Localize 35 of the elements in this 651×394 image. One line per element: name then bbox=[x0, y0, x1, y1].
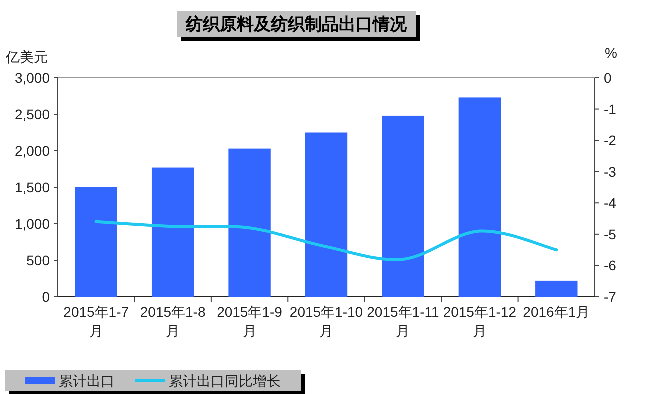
y-tick-label: 2,000 bbox=[14, 143, 50, 159]
y2-tick-label: -6 bbox=[604, 258, 617, 274]
x-tick-label: 2015年1-12月 bbox=[443, 304, 517, 339]
y2-tick-label: -4 bbox=[604, 195, 617, 212]
y2-tick-label: 0 bbox=[604, 70, 612, 86]
y2-tick-label: -1 bbox=[604, 101, 617, 118]
bar bbox=[458, 98, 502, 297]
y-tick-label: 500 bbox=[26, 252, 50, 268]
line-series bbox=[94, 220, 558, 262]
chart-title: 纺织原料及纺织制品出口情况 bbox=[185, 15, 408, 34]
y-tick-label: 2,500 bbox=[14, 106, 50, 122]
bar bbox=[75, 188, 118, 297]
y-tick-label: 0 bbox=[42, 289, 50, 305]
legend-label: 累计出口 bbox=[59, 373, 115, 389]
x-tick-label: 2015年1-7月 bbox=[64, 304, 130, 339]
x-tick-label: 2015年1-11月 bbox=[367, 304, 440, 339]
bar bbox=[382, 116, 424, 297]
y-axis-title: 亿美元 bbox=[5, 49, 48, 65]
y-tick-label: 1,000 bbox=[14, 216, 50, 232]
bar bbox=[152, 168, 194, 297]
y2-tick-label: -3 bbox=[604, 164, 617, 180]
y2-tick-label: -7 bbox=[604, 289, 617, 305]
x-tick-label: 2015年1-8月 bbox=[140, 304, 206, 339]
y-tick-label: 3,000 bbox=[14, 70, 50, 86]
bar bbox=[228, 148, 271, 297]
bar bbox=[536, 280, 578, 297]
bar bbox=[305, 132, 348, 297]
y-tick-label: 1,500 bbox=[14, 180, 50, 196]
y2-tick-label: -5 bbox=[604, 226, 617, 242]
y2-tick-label: -2 bbox=[604, 132, 617, 149]
x-tick-label: 2016年1月 bbox=[523, 304, 590, 320]
x-tick-label: 2015年1-10月 bbox=[290, 304, 364, 339]
legend-label: 累计出口同比增长 bbox=[169, 373, 281, 389]
x-tick-label: 2015年1-9月 bbox=[217, 304, 283, 339]
y2-axis-title: % bbox=[605, 45, 618, 61]
